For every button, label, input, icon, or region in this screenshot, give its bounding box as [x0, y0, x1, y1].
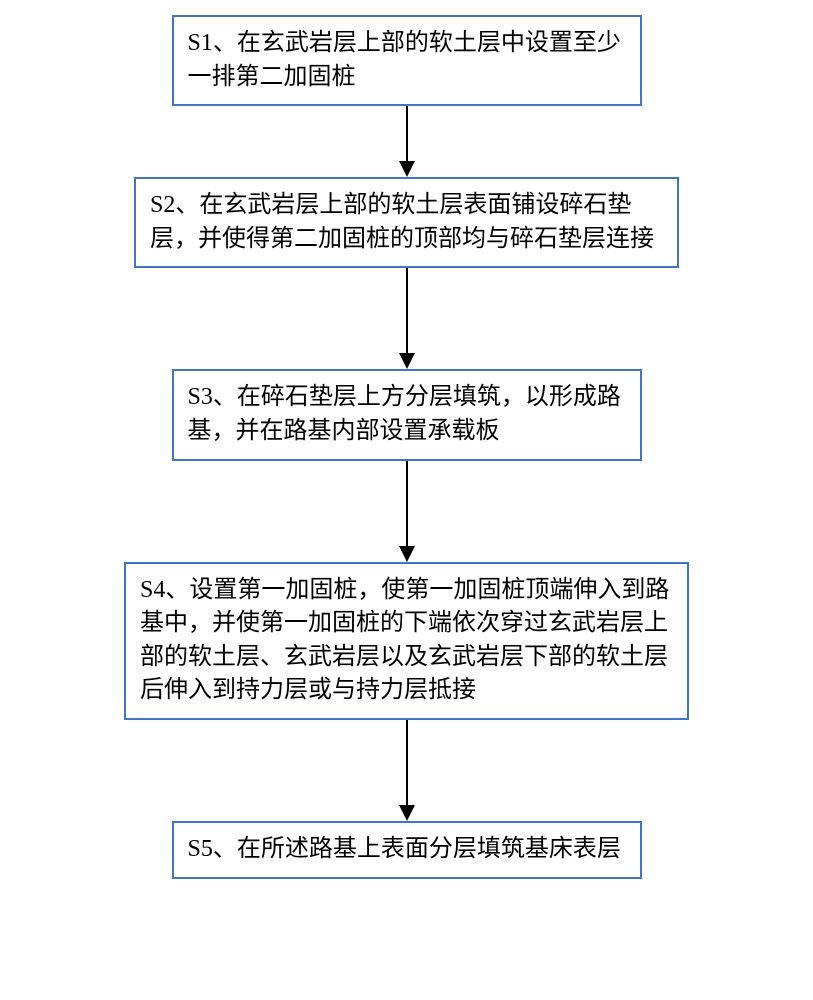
- arrow-down-icon: [399, 268, 415, 369]
- arrow-down-icon: [399, 461, 415, 562]
- flow-node-s5: S5、在所述路基上表面分层填筑基床表层: [172, 821, 642, 879]
- arrow-down-icon: [399, 106, 415, 177]
- flowchart-container: S1、在玄武岩层上部的软土层中设置至少一排第二加固桩 S2、在玄武岩层上部的软土层…: [0, 0, 813, 879]
- flow-node-s2: S2、在玄武岩层上部的软土层表面铺设碎石垫层，并使得第二加固桩的顶部均与碎石垫层…: [134, 177, 679, 268]
- arrow-down-icon: [399, 720, 415, 821]
- flow-node-s3: S3、在碎石垫层上方分层填筑，以形成路基，并在路基内部设置承载板: [172, 369, 642, 460]
- flow-node-s4: S4、设置第一加固桩，使第一加固桩顶端伸入到路基中，并使第一加固桩的下端依次穿过…: [124, 562, 689, 720]
- flow-node-s1: S1、在玄武岩层上部的软土层中设置至少一排第二加固桩: [172, 15, 642, 106]
